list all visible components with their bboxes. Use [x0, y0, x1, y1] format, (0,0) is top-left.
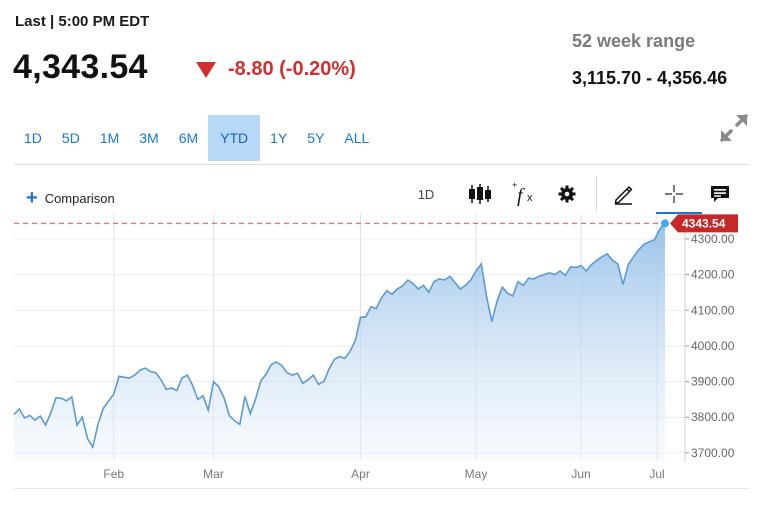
last-price-dot	[661, 219, 669, 228]
last-price-tag-text: 4343.54	[682, 216, 726, 230]
expand-icon[interactable]	[718, 112, 750, 144]
y-tick-label: 3800.00	[691, 410, 735, 424]
x-tick-label: Jun	[571, 467, 590, 481]
x-tick-label: Feb	[103, 467, 124, 481]
toolbar-separator	[596, 176, 597, 212]
svg-text:f: f	[517, 185, 525, 206]
price-change: -8.80 (-0.20%)	[228, 58, 356, 80]
tab-1y[interactable]: 1Y	[270, 130, 288, 146]
tab-1m[interactable]: 1M	[99, 130, 120, 146]
plus-icon: +	[26, 187, 38, 209]
last-price-tag: 4343.54	[670, 214, 738, 233]
chat-icon[interactable]	[707, 176, 733, 212]
svg-text:+: +	[512, 182, 517, 190]
last-price-tag-shape	[670, 214, 738, 233]
gear-icon[interactable]	[556, 176, 578, 212]
tab-6m[interactable]: 6M	[178, 130, 199, 146]
y-tick-label: 4000.00	[691, 339, 735, 353]
last-updated-label: Last | 5:00 PM EDT	[15, 13, 150, 30]
x-tick-label: Jul	[649, 467, 664, 481]
price-chart[interactable]: 4300.00 4200.00 4100.00 4000.00 3900.00 3800.…	[0, 214, 782, 492]
header-divider	[14, 164, 749, 165]
x-tick-label: Apr	[351, 467, 370, 481]
range-label: 52 week range	[572, 31, 696, 51]
comparison-button[interactable]: + Comparison	[26, 188, 115, 208]
x-tick-label: May	[465, 467, 488, 481]
tab-3m[interactable]: 3M	[139, 130, 159, 146]
price-area	[14, 223, 665, 460]
y-tick-label: 4100.00	[691, 303, 735, 317]
interval-button[interactable]: 1D	[417, 186, 435, 202]
chart-bottom-border	[14, 488, 749, 489]
tab-ytd[interactable]: YTD	[208, 115, 261, 161]
candlestick-icon[interactable]	[466, 176, 494, 212]
tab-1d[interactable]: 1D	[24, 130, 42, 146]
y-tick-label: 4300.00	[691, 232, 735, 246]
x-tick-label: Mar	[203, 467, 224, 481]
comparison-label: Comparison	[44, 190, 115, 206]
timeframe-tabs: 1D 5D 1M 3M 6M YTD 1Y 5Y ALL	[14, 115, 379, 161]
crosshair-icon[interactable]	[660, 176, 688, 212]
pencil-icon[interactable]	[610, 176, 636, 212]
tab-5d[interactable]: 5D	[61, 130, 80, 146]
y-tick-label: 3700.00	[691, 446, 735, 460]
function-icon[interactable]: + f x	[510, 176, 538, 212]
svg-text:x: x	[527, 192, 533, 204]
crosshair-active-indicator	[656, 212, 702, 214]
tab-5y[interactable]: 5Y	[307, 130, 325, 146]
down-arrow-icon	[196, 61, 216, 78]
price-line	[13, 222, 666, 450]
range-value: 3,115.70 - 4,356.46	[572, 68, 728, 88]
last-price: 4,343.54	[13, 48, 148, 86]
tab-all[interactable]: ALL	[344, 130, 370, 146]
price-change-group: -8.80 (-0.20%)	[196, 58, 356, 81]
y-tick-label: 3900.00	[691, 375, 735, 389]
y-tick-label: 4200.00	[691, 268, 735, 282]
